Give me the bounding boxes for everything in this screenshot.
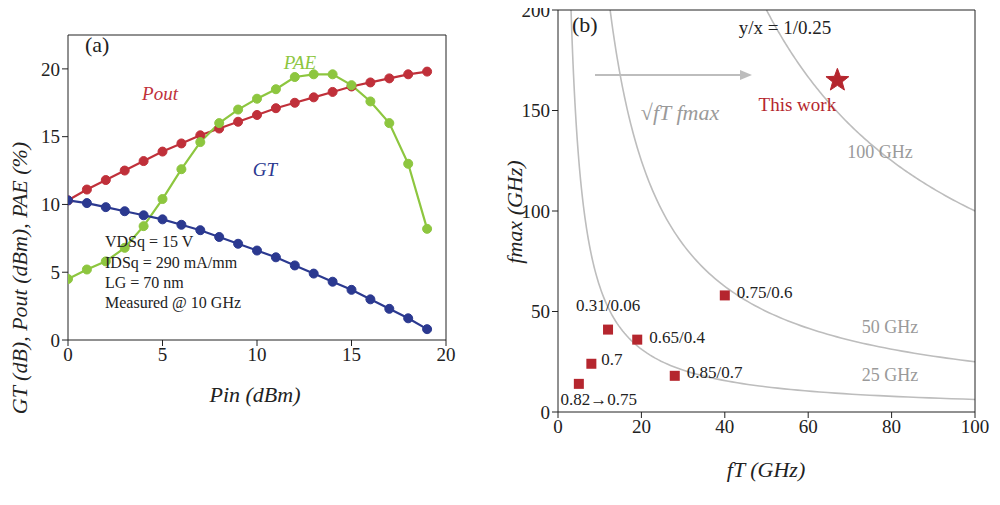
html-text:VDSq = 15 V: VDSq = 15 V [105, 233, 194, 250]
svg-text:20: 20 [632, 416, 651, 437]
html-text:100 GHz: 100 GHz [847, 142, 913, 162]
html-text:(b): (b) [572, 12, 598, 37]
html-text:Pout: Pout [142, 82, 178, 104]
html-text:Pin (dBm): Pin (dBm) [209, 382, 301, 407]
html-text:GT: GT [252, 158, 278, 180]
html-text:25 GHz: 25 GHz [861, 365, 919, 385]
html-text:Measured @ 10 GHz: Measured @ 10 GHz [105, 294, 241, 311]
html-text:GT (dB), Pout (dBm), PAE (%): GT (dB), Pout (dBm), PAE (%) [7, 141, 32, 415]
svg-text:20: 20 [437, 344, 456, 365]
html-text:50 GHz: 50 GHz [861, 317, 919, 337]
svg-text:5: 5 [51, 262, 61, 283]
svg-text:5: 5 [158, 344, 168, 365]
svg-text:0.65/0.4: 0.65/0.4 [649, 328, 705, 347]
svg-text:0: 0 [553, 416, 563, 437]
svg-text:0: 0 [63, 344, 73, 365]
svg-text:0.75/0.6: 0.75/0.6 [737, 283, 793, 302]
html-text:IDSq = 290 mA/mm: IDSq = 290 mA/mm [105, 254, 238, 271]
svg-text:150: 150 [522, 100, 551, 121]
svg-text:100: 100 [961, 416, 990, 437]
svg-text:15: 15 [41, 126, 60, 147]
svg-text:40: 40 [715, 416, 734, 437]
svg-text:0.85/0.7: 0.85/0.7 [687, 363, 743, 382]
svg-text:This work: This work [759, 94, 837, 115]
svg-text:100: 100 [521, 200, 550, 222]
svg-text:15: 15 [342, 344, 361, 365]
svg-text:0.31/0.06: 0.31/0.06 [576, 296, 640, 315]
svg-text:10: 10 [41, 194, 60, 215]
html-text:LG = 70 nm: LG = 70 nm [105, 274, 184, 291]
html-text:√fT fmax: √fT fmax [640, 100, 720, 125]
svg-text:0: 0 [541, 402, 551, 423]
html-text:PAE: PAE [283, 51, 317, 73]
html-text:(a): (a) [85, 32, 110, 57]
html-text:fT (GHz): fT (GHz) [726, 457, 806, 482]
svg-text:80: 80 [882, 416, 901, 437]
svg-text:200: 200 [522, 8, 551, 21]
svg-text:50: 50 [531, 301, 550, 322]
svg-text:60: 60 [799, 416, 818, 437]
svg-text:0.82→0.75: 0.82→0.75 [561, 390, 638, 409]
svg-text:10: 10 [248, 344, 267, 365]
svg-text:0.7: 0.7 [601, 350, 623, 369]
svg-text:0: 0 [51, 330, 61, 351]
html-text:fmax (GHz): fmax (GHz) [502, 160, 527, 264]
html-text:y/x = 1/0.25: y/x = 1/0.25 [738, 16, 832, 38]
svg-text:20: 20 [41, 59, 60, 80]
